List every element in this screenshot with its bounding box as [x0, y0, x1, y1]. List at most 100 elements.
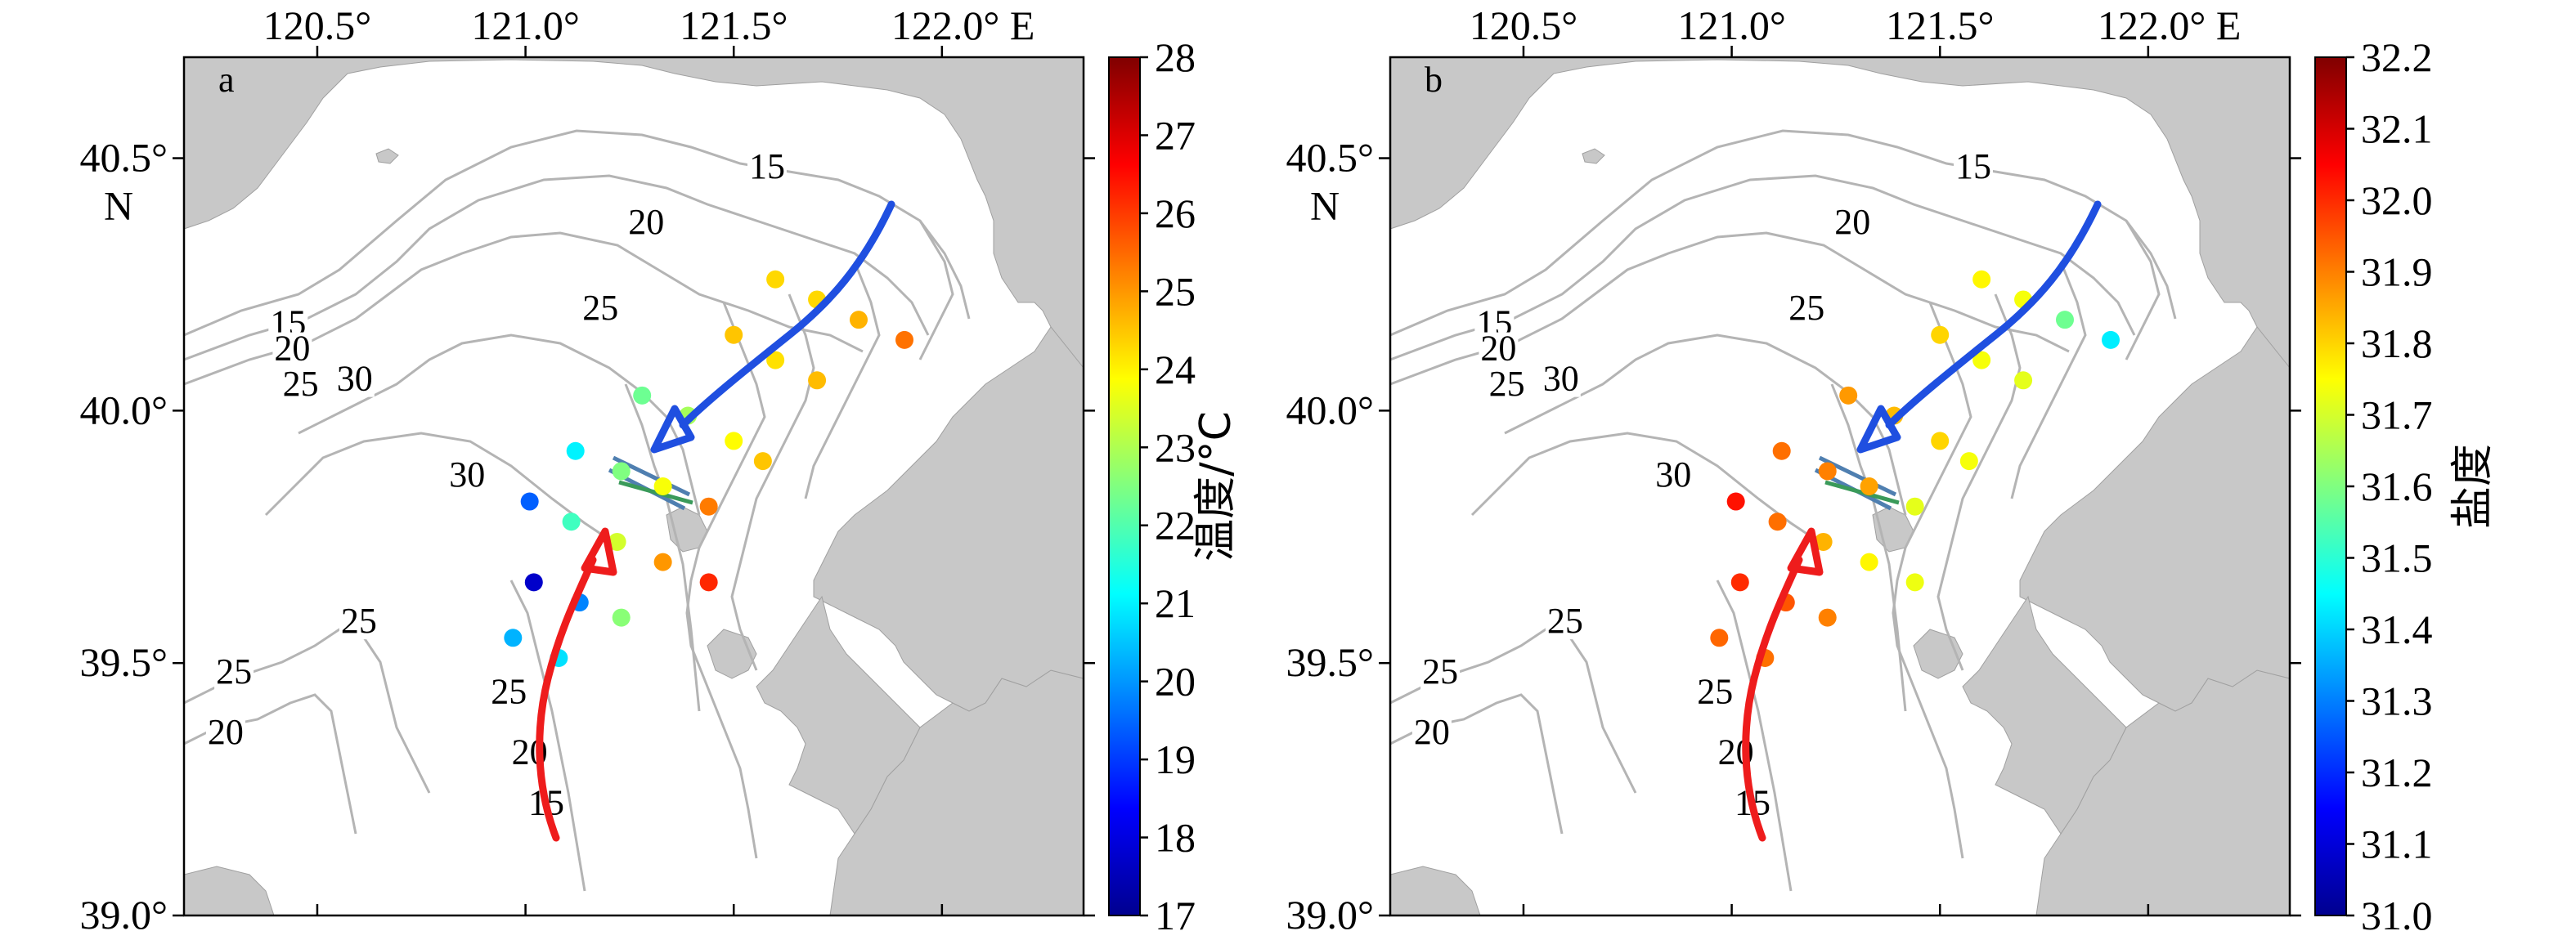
- colorbar-tick-label: 21: [1155, 580, 1196, 626]
- station-point: [1931, 432, 1950, 450]
- colorbar-tick-label: 31.4: [2361, 607, 2433, 652]
- colorbar-tick-label: 17: [1155, 893, 1196, 938]
- contour-label-bg: [280, 367, 321, 402]
- station-point: [2014, 371, 2033, 390]
- station-point: [766, 351, 785, 369]
- colorbar-tick-label: 19: [1155, 736, 1196, 782]
- colorbar-salinity: 32.2 32.1 32.0 31.9 31.8 31.7 31.6 31.5 31.4 31.3…: [2314, 34, 2497, 938]
- station-point: [1726, 492, 1745, 511]
- station-point: [1818, 462, 1837, 481]
- y-tick-label: 40.0°: [1286, 387, 1375, 432]
- colorbar-tick-label: 27: [1155, 112, 1196, 158]
- station-point: [504, 629, 523, 647]
- x-tick-label: 120.5°: [1470, 2, 1578, 48]
- current-arrow-icon: [581, 527, 617, 576]
- contour-label-bg: [334, 362, 375, 397]
- contour-label: 25: [1547, 601, 1583, 641]
- contour-label: 25: [1697, 672, 1733, 712]
- x-tick-label: 121.5°: [680, 2, 788, 48]
- contour-label-bg: [747, 150, 787, 186]
- depth-contours: [1389, 129, 2177, 892]
- current-arrow-icon: [536, 556, 597, 842]
- contour-label: 25: [1422, 651, 1458, 692]
- y-unit-label: N: [1310, 183, 1340, 229]
- current-arrow-icon: [650, 405, 695, 454]
- colorbar-tick-label: 26: [1155, 190, 1196, 236]
- current-arrow-icon: [1885, 200, 2102, 429]
- x-tick-label: 121.0°: [471, 2, 580, 48]
- colorbar-temperature: 28 27 26 25 24 23 22 21 20 19 18 17 温度/°C: [1108, 34, 1241, 938]
- y-tick-label: 40.5°: [1286, 135, 1375, 181]
- station-point: [612, 462, 631, 481]
- y-tick-label: 40.0°: [80, 387, 168, 432]
- contour-label-bg: [1545, 605, 1585, 640]
- station-point: [2056, 311, 2074, 329]
- contour-label-bg: [1479, 332, 1519, 367]
- contour-label: 25: [491, 672, 527, 712]
- colorbar-tick-label: 25: [1155, 268, 1196, 314]
- station-point: [2102, 330, 2120, 349]
- station-point: [1905, 573, 1924, 592]
- contour-label: 30: [449, 454, 485, 495]
- station-point: [653, 553, 672, 571]
- station-point: [520, 492, 539, 511]
- contour-label: 25: [1788, 288, 1824, 328]
- contour-label: 20: [208, 712, 244, 752]
- station-point: [633, 386, 652, 405]
- station-point: [1959, 452, 1978, 471]
- contour-label-bg: [1487, 367, 1527, 402]
- land-area: [1389, 56, 2291, 916]
- colorbar-title: 盐度: [2448, 444, 2497, 529]
- land-area: [183, 56, 1084, 916]
- station-point: [1839, 386, 1858, 405]
- station-point: [1772, 441, 1791, 460]
- colorbar-tick-label: 31.1: [2361, 821, 2433, 867]
- colorbar-tick-label: 31.5: [2361, 535, 2433, 581]
- contour-label-bg: [1411, 716, 1452, 750]
- colorbar-tick-label: 24: [1155, 347, 1196, 392]
- axis-ticks: 120.5° 121.0° 121.5° 122.0° E 40.5° 40.0° 39.5…: [80, 2, 1095, 938]
- contour-label: 20: [274, 329, 310, 369]
- y-tick-label: 39.5°: [80, 639, 168, 685]
- colorbar-tick-label: 31.0: [2361, 893, 2433, 938]
- colorbar-gradient: [2314, 56, 2347, 916]
- station-point: [653, 477, 672, 495]
- station-point: [524, 573, 543, 592]
- contour-label: 15: [1955, 146, 1991, 186]
- contour-label: 25: [582, 288, 618, 328]
- contour-label: 25: [1489, 364, 1525, 404]
- station-point: [753, 452, 772, 471]
- station-point: [766, 270, 785, 289]
- station-point: [1972, 351, 1991, 369]
- y-tick-label: 39.0°: [1286, 892, 1375, 938]
- x-tick-label: 122.0° E: [891, 2, 1035, 48]
- contour-label: 20: [1834, 202, 1870, 242]
- plot-frame: [182, 56, 1085, 917]
- station-point: [808, 371, 827, 390]
- axis-ticks: 120.5° 121.0° 121.5° 122.0° E 40.5° 40.0° 39.5…: [1286, 2, 2301, 938]
- colorbar-tick-label: 32.2: [2361, 34, 2433, 80]
- contour-label: 25: [341, 601, 377, 641]
- colorbar-tick-label: 32.1: [2361, 106, 2433, 152]
- contour-label: 25: [283, 364, 319, 404]
- colorbar-title: 温度/°C: [1192, 411, 1241, 562]
- contour-label: 30: [1655, 454, 1691, 495]
- station-point: [1860, 477, 1878, 495]
- y-unit-label: N: [104, 183, 133, 229]
- colorbar-ticks: 28 27 26 25 24 23 22 21 20 19 18 17: [1140, 34, 1196, 938]
- y-tick-label: 39.0°: [80, 892, 168, 938]
- contour-label-bg: [626, 206, 666, 241]
- station-point: [1730, 573, 1749, 592]
- colorbar-tick-label: 32.0: [2361, 177, 2433, 223]
- station-point: [699, 497, 718, 516]
- current-arrow-icon: [1742, 556, 1803, 842]
- x-tick-label: 122.0° E: [2098, 2, 2242, 48]
- contour-label-bg: [272, 332, 312, 367]
- current-arrows: [536, 200, 895, 842]
- x-tick-label: 120.5°: [263, 2, 372, 48]
